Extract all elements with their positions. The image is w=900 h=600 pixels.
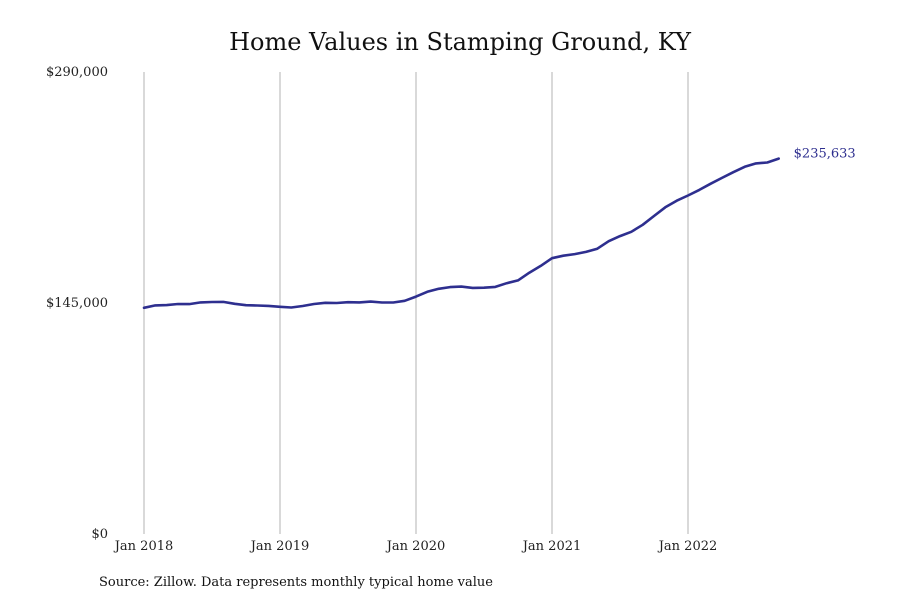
data-point — [664, 206, 667, 209]
x-tick-label: Jan 2019 — [249, 539, 310, 554]
data-point — [505, 282, 508, 285]
data-point — [732, 171, 735, 174]
data-point — [199, 301, 202, 304]
data-point — [562, 254, 565, 257]
data-point — [165, 304, 168, 307]
data-point — [233, 302, 236, 305]
data-point — [607, 240, 610, 243]
data-point — [245, 304, 248, 307]
data-point — [494, 286, 497, 289]
plot-area: $235,633 — [142, 147, 856, 310]
data-point — [279, 305, 282, 308]
data-point — [256, 304, 259, 307]
data-point — [709, 182, 712, 185]
y-tick-label: $145,000 — [46, 296, 108, 311]
data-point — [290, 306, 293, 309]
source-note: Source: Zillow. Data represents monthly … — [99, 575, 493, 590]
data-point — [675, 199, 678, 202]
data-point — [619, 235, 622, 238]
data-point — [687, 194, 690, 197]
data-point — [743, 165, 746, 168]
data-point — [335, 302, 338, 305]
data-point — [381, 301, 384, 304]
data-point — [517, 279, 520, 282]
data-point — [528, 271, 531, 274]
data-point — [596, 247, 599, 250]
data-point — [653, 215, 656, 218]
data-point — [392, 301, 395, 304]
data-point — [358, 301, 361, 304]
data-point — [403, 299, 406, 302]
data-point — [766, 161, 769, 164]
y-tick-label: $290,000 — [46, 65, 108, 80]
chart-title: Home Values in Stamping Ground, KY — [229, 28, 692, 56]
data-point — [585, 251, 588, 254]
x-tick-label: Jan 2021 — [521, 539, 582, 554]
data-point — [347, 301, 350, 304]
data-point — [777, 157, 780, 160]
data-point — [426, 290, 429, 293]
data-point — [211, 301, 214, 304]
x-tick-label: Jan 2018 — [113, 539, 174, 554]
data-point — [449, 286, 452, 289]
data-point — [415, 295, 418, 298]
y-tick-label: $0 — [91, 527, 108, 542]
data-point — [460, 285, 463, 288]
data-point — [188, 303, 191, 306]
x-tick-label: Jan 2022 — [657, 539, 718, 554]
data-point — [630, 230, 633, 233]
data-point — [573, 253, 576, 256]
data-point — [551, 257, 554, 260]
data-point — [471, 287, 474, 290]
data-point — [437, 287, 440, 290]
data-point — [539, 265, 542, 268]
end-value-label: $235,633 — [794, 147, 856, 162]
data-point — [698, 189, 701, 192]
data-point — [154, 304, 157, 307]
y-axis: $0 $145,000 $290,000 — [46, 65, 108, 542]
x-axis: Jan 2018 Jan 2019 Jan 2020 Jan 2021 Jan 2022 — [113, 539, 718, 554]
data-point — [177, 303, 180, 306]
data-point — [301, 305, 304, 308]
data-point — [721, 177, 724, 180]
data-point — [755, 162, 758, 165]
gridlines — [143, 72, 689, 534]
data-point — [143, 306, 146, 309]
data-point — [369, 300, 372, 303]
home-value-line — [142, 157, 780, 310]
data-point — [483, 286, 486, 289]
data-point — [641, 223, 644, 226]
data-point — [267, 305, 270, 308]
data-point — [313, 303, 316, 306]
x-tick-label: Jan 2020 — [385, 539, 446, 554]
data-point — [222, 301, 225, 304]
data-point — [324, 301, 327, 304]
